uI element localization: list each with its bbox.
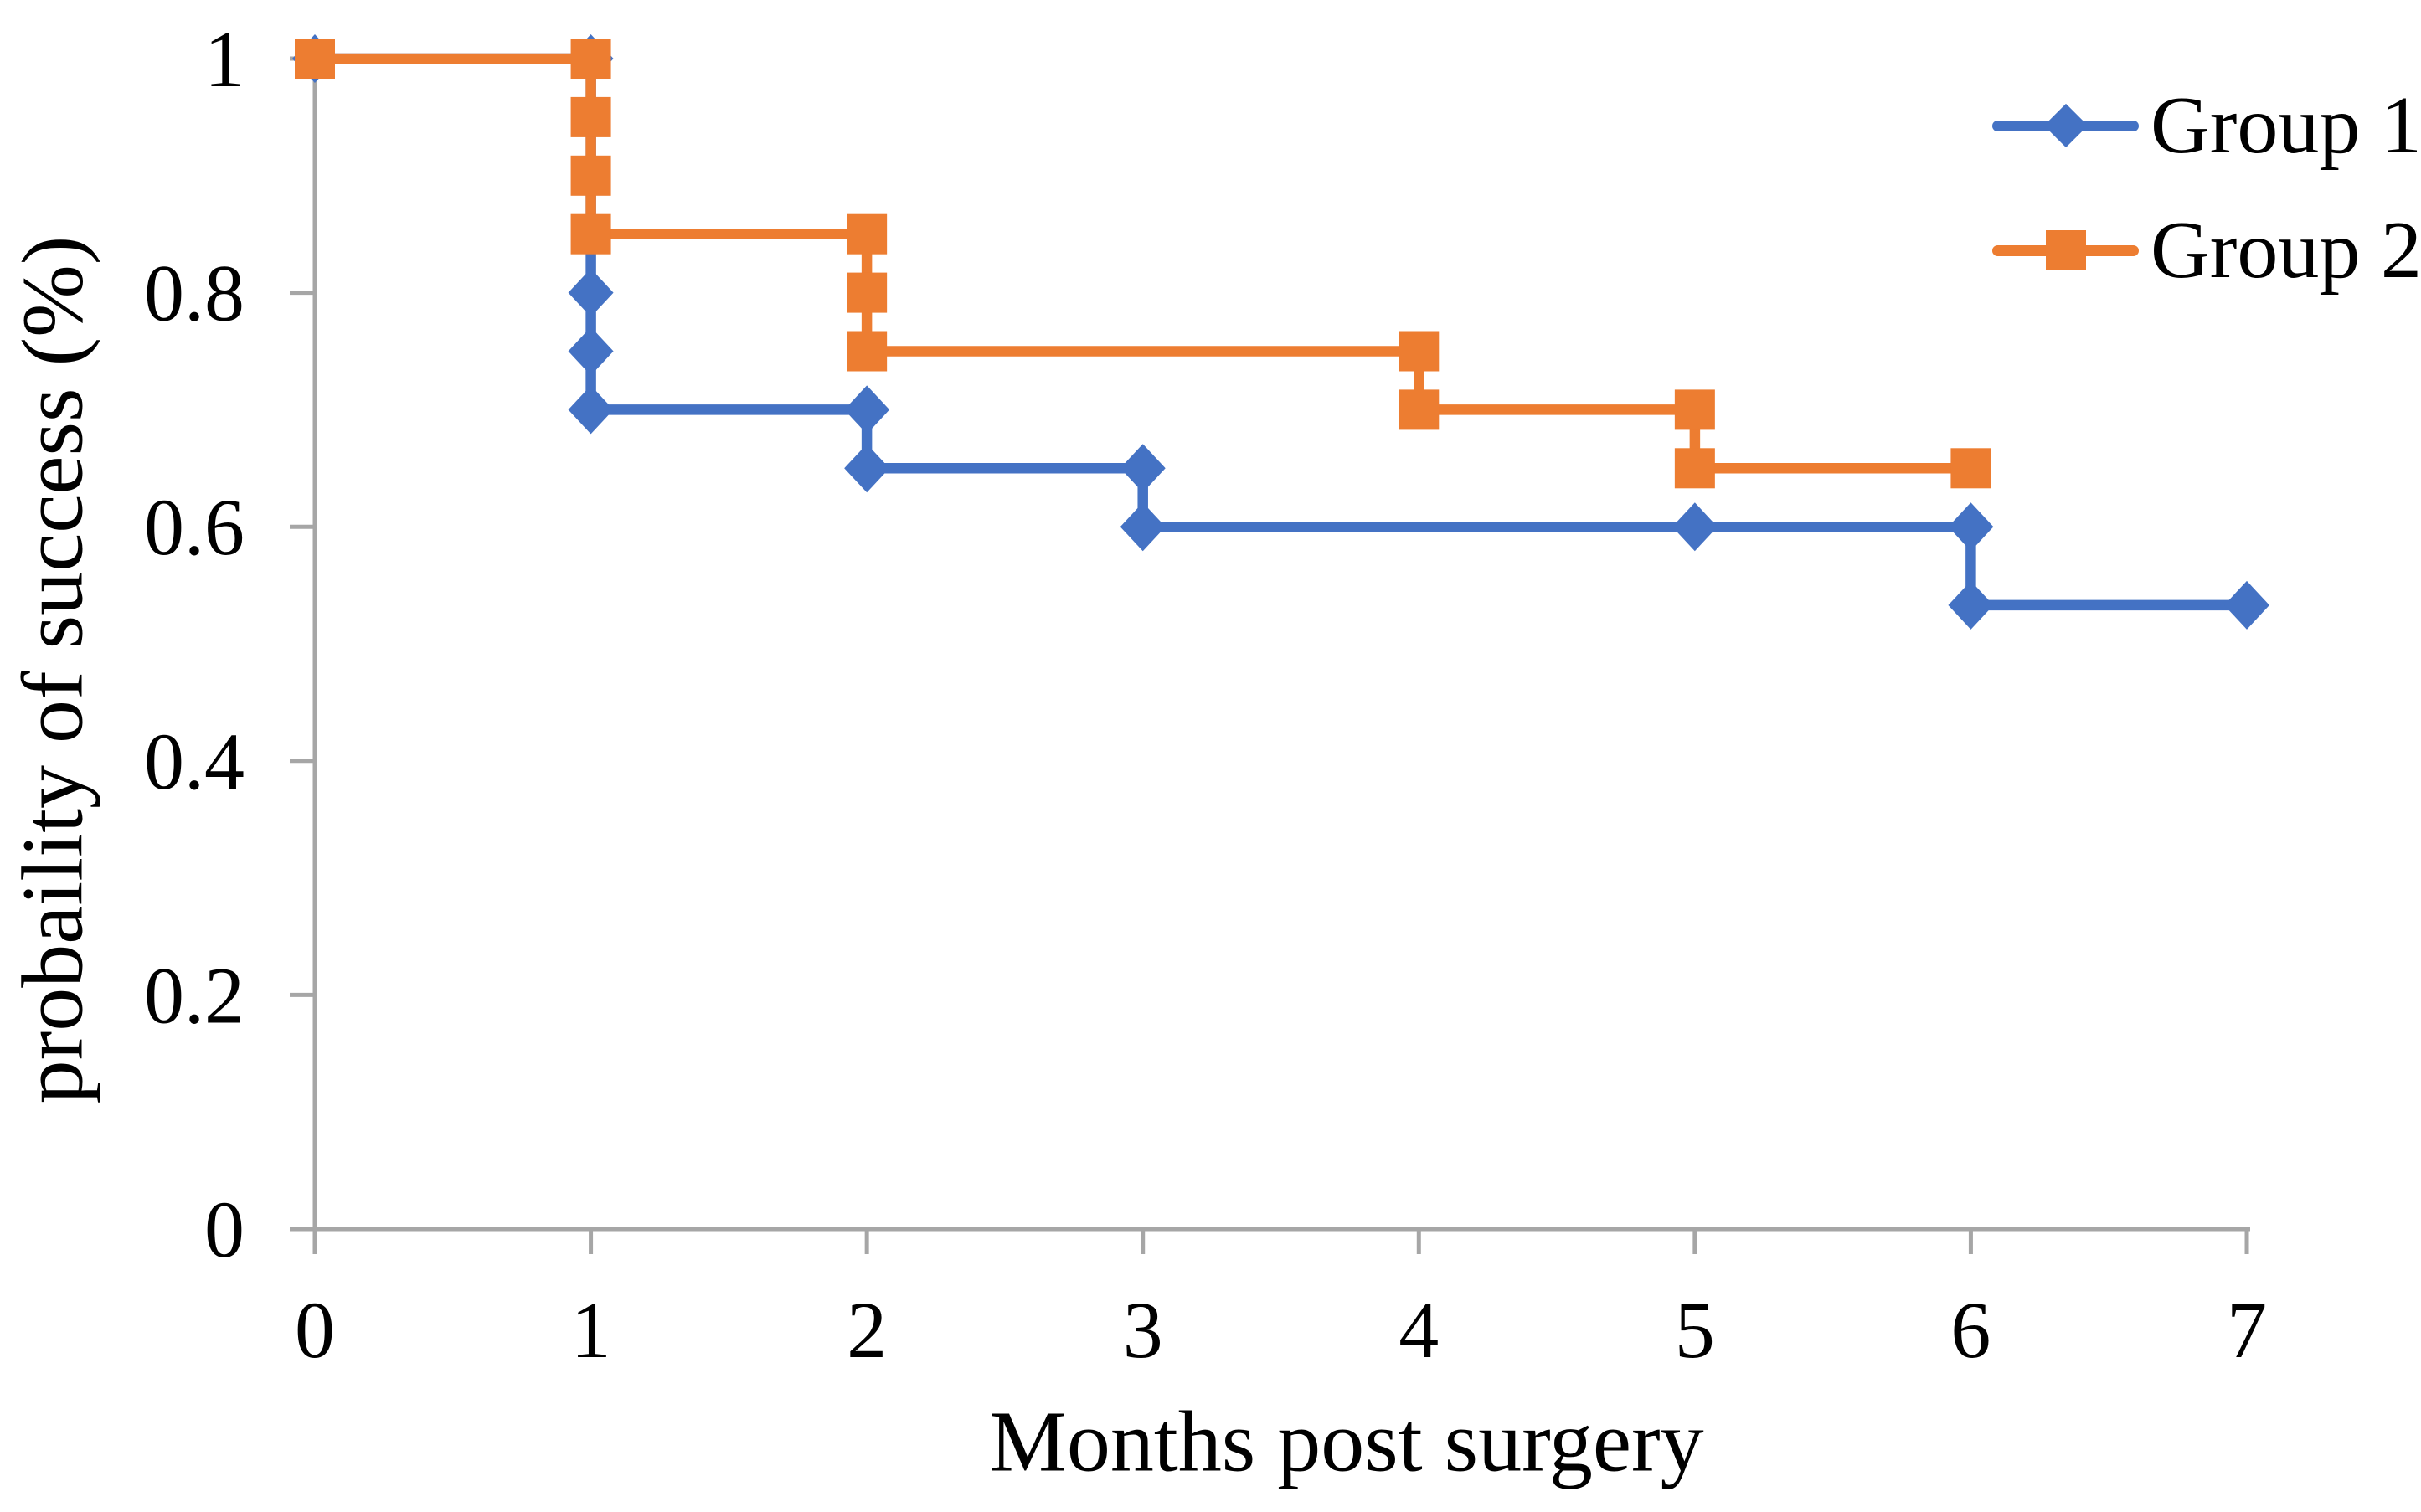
- diamond-marker-icon: [2224, 580, 2269, 630]
- diamond-marker-icon: [1120, 502, 1166, 552]
- square-marker-icon: [1674, 389, 1715, 430]
- x-tick-label: 0: [295, 1285, 335, 1375]
- y-tick-label: 0.2: [144, 950, 245, 1040]
- legend-line-group-1: [1992, 103, 2139, 148]
- x-tick-label: 3: [1123, 1285, 1163, 1375]
- square-marker-icon: [570, 96, 611, 137]
- square-marker-icon: [570, 39, 611, 79]
- diamond-marker-icon: [844, 385, 890, 435]
- diamond-marker-icon: [1672, 502, 1718, 552]
- square-marker-icon: [1950, 448, 1991, 489]
- x-tick-label: 7: [2227, 1285, 2267, 1375]
- y-tick-label: 0.8: [144, 249, 245, 338]
- square-marker-icon: [847, 213, 888, 255]
- y-axis-title: probaility of success (%): [4, 235, 101, 1104]
- legend-line-group-2: [1992, 230, 2139, 270]
- square-marker-icon: [847, 272, 888, 313]
- x-tick-label: 1: [571, 1285, 611, 1375]
- diamond-marker-icon: [1948, 580, 1994, 630]
- square-marker-icon: [570, 213, 611, 255]
- diamond-marker-icon: [844, 444, 890, 493]
- diamond-marker-icon: [568, 385, 614, 435]
- legend-item-group-2: Group 2: [1992, 200, 2421, 301]
- diamond-marker-icon: [1120, 444, 1166, 493]
- diamond-marker-icon: [568, 327, 614, 376]
- legend-label-group-2: Group 2: [2151, 205, 2421, 296]
- square-marker-icon: [1674, 448, 1715, 489]
- legend-item-group-1: Group 1: [1992, 75, 2421, 176]
- legend-label-group-1: Group 1: [2151, 80, 2421, 171]
- x-tick-label: 5: [1675, 1285, 1715, 1375]
- diamond-marker-icon: [568, 268, 614, 317]
- x-axis-title: Months post surgery: [989, 1393, 1704, 1490]
- y-tick-label: 0.6: [144, 482, 245, 572]
- x-tick-label: 4: [1399, 1285, 1439, 1375]
- square-marker-icon: [295, 39, 335, 79]
- square-marker-icon: [1399, 331, 1440, 372]
- square-marker-icon: [2045, 230, 2086, 270]
- x-tick-label: 2: [847, 1285, 887, 1375]
- y-tick-label: 0: [204, 1185, 245, 1274]
- y-tick-label: 1: [204, 14, 245, 104]
- diamond-marker-icon: [2043, 103, 2088, 148]
- series-line-group-2: [315, 53, 1971, 474]
- x-tick-label: 6: [1950, 1285, 1991, 1375]
- square-marker-icon: [570, 155, 611, 196]
- square-marker-icon: [1399, 389, 1440, 430]
- square-marker-icon: [847, 331, 888, 372]
- y-tick-label: 0.4: [144, 717, 245, 806]
- diamond-marker-icon: [1948, 502, 1994, 552]
